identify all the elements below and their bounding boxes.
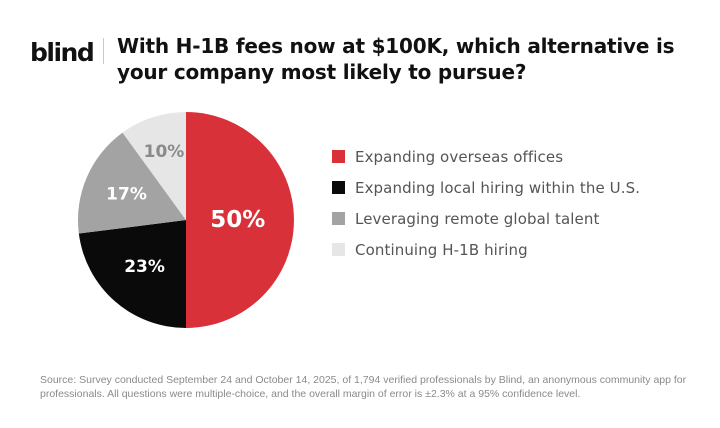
header-divider (103, 38, 104, 64)
chart-legend: Expanding overseas offices Expanding loca… (332, 141, 702, 265)
pie-slice (186, 112, 294, 328)
pie-slice-label: 50% (210, 207, 265, 233)
legend-swatch (332, 150, 345, 163)
legend-item: Expanding local hiring within the U.S. (332, 172, 702, 203)
pie-chart: 50% 23% 17% 10% (70, 110, 310, 340)
source-footnote: Source: Survey conducted September 24 an… (40, 374, 687, 400)
pie-slice-label: 17% (106, 184, 147, 204)
chart-title: With H-1B fees now at $100K, which alter… (117, 34, 675, 84)
legend-swatch (332, 212, 345, 225)
pie-slice-label: 23% (124, 257, 165, 277)
legend-label: Leveraging remote global talent (355, 209, 600, 228)
legend-label: Continuing H-1B hiring (355, 240, 528, 259)
legend-label: Expanding local hiring within the U.S. (355, 178, 641, 197)
legend-label: Expanding overseas offices (355, 147, 564, 166)
legend-item: Leveraging remote global talent (332, 203, 702, 234)
pie-chart-svg: 50% 23% 17% 10% (78, 112, 294, 328)
pie-slice (122, 112, 186, 220)
chart-header: blind With H-1B fees now at $100K, which… (30, 30, 700, 94)
legend-swatch (332, 181, 345, 194)
legend-item: Continuing H-1B hiring (332, 234, 702, 265)
pie-slice (78, 220, 186, 328)
pie-slice (78, 132, 186, 234)
blind-logo: blind (30, 38, 95, 67)
pie-slice-label: 10% (144, 142, 185, 162)
legend-swatch (332, 243, 345, 256)
legend-item: Expanding overseas offices (332, 141, 702, 172)
